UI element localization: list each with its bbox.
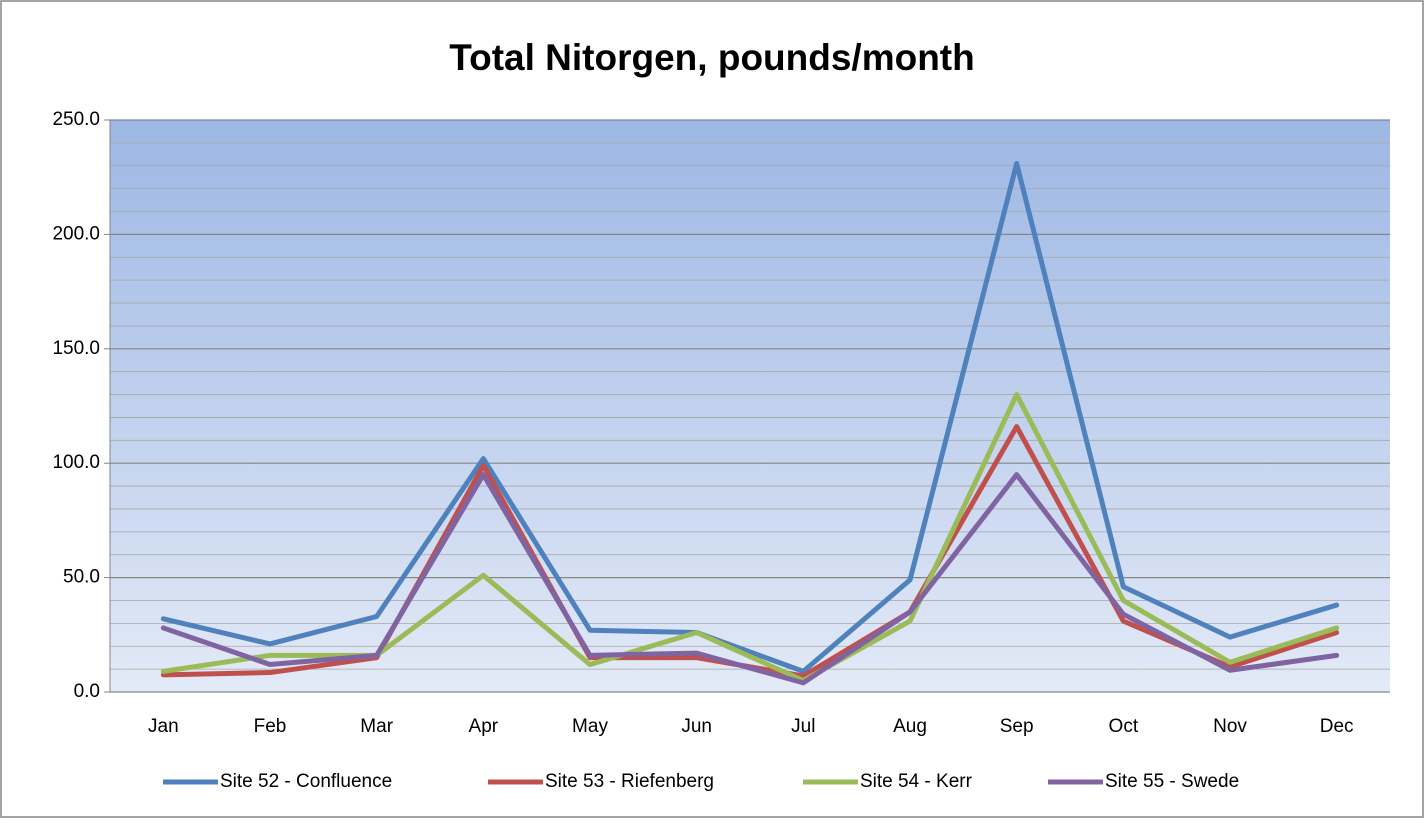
legend-label: Site 52 - Confluence bbox=[220, 771, 392, 792]
chart-title: Total Nitorgen, pounds/month bbox=[449, 37, 974, 78]
x-tick-label: Jun bbox=[681, 716, 712, 737]
series-line bbox=[160, 472, 1340, 686]
x-tick-label: Sep bbox=[1000, 716, 1034, 737]
x-tick-label: Oct bbox=[1109, 716, 1139, 737]
x-tick-label: Dec bbox=[1320, 716, 1354, 737]
legend-label: Site 53 - Riefenberg bbox=[545, 771, 714, 792]
legend-label: Site 55 - Swede bbox=[1105, 771, 1239, 792]
x-tick-label: May bbox=[572, 716, 608, 737]
plot-area bbox=[110, 120, 1390, 692]
x-tick-label: Feb bbox=[254, 716, 287, 737]
y-tick-label: 200.0 bbox=[52, 223, 100, 244]
series-line bbox=[160, 160, 1340, 674]
x-tick-label: Apr bbox=[469, 716, 499, 737]
y-tick-label: 0.0 bbox=[74, 681, 100, 702]
x-tick-label: Aug bbox=[893, 716, 927, 737]
y-tick-label: 150.0 bbox=[52, 338, 100, 359]
y-tick-label: 250.0 bbox=[52, 109, 100, 130]
legend-label: Site 54 - Kerr bbox=[860, 771, 973, 792]
x-tick-label: Nov bbox=[1213, 716, 1247, 737]
x-tick-label: Mar bbox=[360, 716, 393, 737]
y-tick-label: 100.0 bbox=[52, 452, 100, 473]
y-tick-label: 50.0 bbox=[63, 567, 100, 588]
x-tick-label: Jul bbox=[791, 716, 815, 737]
x-tick-label: Jan bbox=[148, 716, 179, 737]
